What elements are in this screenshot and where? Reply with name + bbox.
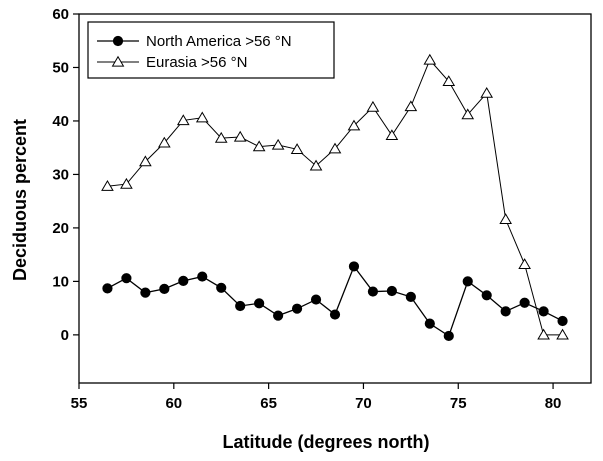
data-point-north-america xyxy=(500,306,511,317)
data-point-north-america xyxy=(367,286,379,297)
data-point-eurasia xyxy=(101,180,114,191)
data-point-north-america xyxy=(519,297,530,308)
data-point-north-america xyxy=(462,276,473,287)
series-line-eurasia xyxy=(107,59,563,336)
legend-label-north-america: North America >56 °N xyxy=(146,33,292,50)
y-tick-label: 30 xyxy=(52,166,69,183)
data-point-north-america xyxy=(197,271,208,282)
legend-box xyxy=(87,21,335,79)
data-point-north-america xyxy=(216,282,227,293)
data-point-north-america xyxy=(443,330,454,342)
data-point-eurasia xyxy=(309,159,323,171)
x-tick-label: 80 xyxy=(545,395,562,412)
legend-entry-eurasia: Eurasia >56 °N xyxy=(97,54,247,71)
data-point-eurasia xyxy=(139,155,152,167)
y-tick-label: 10 xyxy=(52,273,69,290)
data-point-eurasia xyxy=(537,328,550,340)
data-point-eurasia xyxy=(347,119,361,131)
data-point-eurasia xyxy=(176,114,190,126)
data-point-eurasia xyxy=(404,100,418,112)
y-tick-label: 40 xyxy=(52,113,69,130)
plot-frame xyxy=(78,13,592,384)
legend-label-eurasia: Eurasia >56 °N xyxy=(146,54,247,71)
data-point-north-america xyxy=(538,306,549,317)
axes: 55 60 65 70 75 80 0 10 20 30 40 50 60 xyxy=(52,6,592,412)
data-point-eurasia xyxy=(385,129,399,141)
data-point-eurasia xyxy=(366,100,380,112)
data-point-eurasia xyxy=(556,328,569,340)
y-axis-title: Deciduous percent xyxy=(10,119,30,281)
data-point-north-america xyxy=(159,283,170,294)
data-point-eurasia xyxy=(423,53,437,65)
data-point-eurasia xyxy=(195,111,209,123)
data-point-north-america xyxy=(348,261,360,272)
data-point-north-america xyxy=(424,318,435,329)
series-layer xyxy=(101,53,569,342)
data-point-eurasia xyxy=(233,130,247,142)
data-point-north-america xyxy=(178,275,189,286)
data-point-north-america xyxy=(557,315,568,327)
x-tick-label: 60 xyxy=(165,395,182,412)
data-point-eurasia xyxy=(290,143,304,154)
data-point-eurasia xyxy=(461,108,475,120)
data-point-eurasia xyxy=(271,138,285,150)
data-point-eurasia xyxy=(252,140,266,152)
data-point-eurasia xyxy=(518,258,531,269)
y-tick-label: 50 xyxy=(52,59,69,76)
data-point-eurasia xyxy=(120,177,133,189)
data-point-north-america xyxy=(102,283,113,294)
legend: North America >56 °N Eurasia >56 °N xyxy=(87,21,335,79)
x-axis-title: Latitude (degrees north) xyxy=(222,432,429,452)
legend-marker-eurasia xyxy=(111,55,125,67)
series-north-america xyxy=(102,261,568,342)
data-point-north-america xyxy=(329,309,341,320)
data-point-north-america xyxy=(140,287,151,298)
x-tick-label: 70 xyxy=(355,395,372,412)
data-point-north-america xyxy=(405,291,416,302)
x-tick-label: 75 xyxy=(450,395,467,412)
legend-entry-north-america: North America >56 °N xyxy=(97,33,292,50)
data-point-eurasia xyxy=(499,213,512,225)
y-tick-label: 60 xyxy=(52,6,69,23)
data-point-north-america xyxy=(310,294,322,305)
x-tick-label: 65 xyxy=(260,395,277,412)
data-point-eurasia xyxy=(158,136,171,148)
data-point-north-america xyxy=(273,310,284,321)
data-point-eurasia xyxy=(328,142,342,154)
data-point-north-america xyxy=(481,290,492,301)
data-point-north-america xyxy=(291,303,303,314)
data-point-north-america xyxy=(121,273,132,284)
y-tick-label: 20 xyxy=(52,220,69,237)
series-eurasia xyxy=(101,53,569,340)
y-tick-label: 0 xyxy=(61,327,69,344)
data-point-eurasia xyxy=(480,86,494,98)
data-point-north-america xyxy=(386,285,397,297)
data-point-eurasia xyxy=(214,131,228,143)
x-tick-label: 55 xyxy=(71,395,88,412)
data-point-north-america xyxy=(254,298,265,309)
data-point-north-america xyxy=(235,300,246,312)
legend-marker-north-america xyxy=(112,35,124,47)
data-point-eurasia xyxy=(442,75,456,87)
series-line-north-america xyxy=(107,265,563,337)
